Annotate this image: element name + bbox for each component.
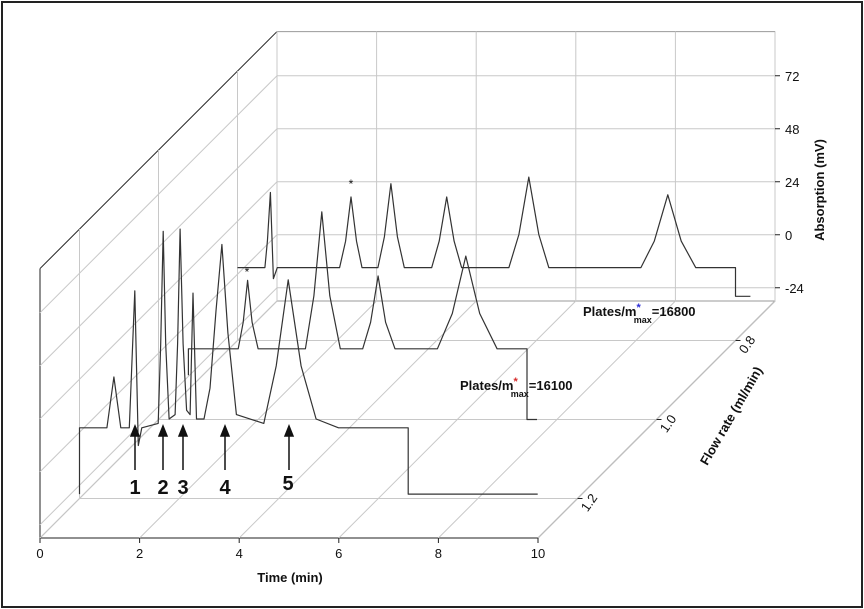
plates-sub: max	[511, 389, 529, 399]
arrow-head	[157, 423, 169, 437]
x-tick-label: 0	[36, 546, 43, 561]
trace	[237, 176, 751, 297]
plates-value: =16100	[529, 378, 573, 393]
arrow-head	[219, 423, 231, 437]
peak-label: 4	[219, 477, 231, 499]
plates-value: =16800	[652, 304, 696, 319]
y-tick-label: 72	[785, 69, 799, 84]
peak-arrows	[129, 423, 295, 470]
x-tick-label: 8	[435, 546, 442, 561]
plates-text: Plates/m	[460, 378, 513, 393]
arrow-head	[129, 423, 141, 437]
y-tick-label: -24	[785, 281, 804, 296]
plates-annotation: Plates/m* max=16800	[583, 302, 696, 325]
plates-star: *	[513, 376, 518, 388]
trace	[78, 228, 538, 495]
traces	[78, 176, 751, 495]
peak-label: 3	[177, 477, 188, 499]
plates-star: *	[636, 302, 641, 314]
x-axis-title: Time (min)	[257, 570, 323, 585]
x-tick-label: 4	[236, 546, 243, 561]
peak-label: 5	[282, 473, 293, 495]
trace	[187, 211, 537, 421]
z-axis-title: Flow rate (ml/min)	[697, 364, 766, 468]
y-tick-label: 0	[785, 228, 792, 243]
x-tick-label: 2	[136, 546, 143, 561]
peak-star: *	[245, 265, 250, 279]
arrow-head	[283, 423, 295, 437]
grid	[39, 31, 776, 539]
plates-text: Plates/m	[583, 304, 636, 319]
plates-sub: max	[634, 315, 652, 325]
arrow-head	[177, 423, 189, 437]
plates-annotation: Plates/m* max=16100	[460, 376, 573, 399]
y-axis-title: Absorption (mV)	[812, 139, 827, 241]
peak-label: 2	[157, 477, 168, 499]
peak-star: *	[349, 177, 354, 191]
x-tick-label: 6	[335, 546, 342, 561]
y-tick-label: 24	[785, 175, 799, 190]
y-tick-label: 48	[785, 122, 799, 137]
x-tick-label: 10	[531, 546, 545, 561]
peak-label: 1	[129, 477, 140, 499]
